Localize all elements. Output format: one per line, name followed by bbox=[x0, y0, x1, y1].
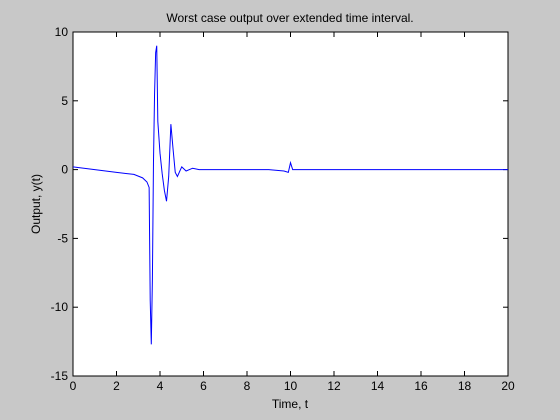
y-tick-label: 10 bbox=[55, 25, 69, 39]
x-tick-label: 16 bbox=[414, 379, 428, 393]
y-axis-label: Output, y(t) bbox=[29, 174, 43, 234]
x-tick-label: 0 bbox=[70, 379, 77, 393]
y-tick-label: 5 bbox=[61, 94, 68, 108]
x-tick-label: 12 bbox=[327, 379, 341, 393]
x-tick-label: 18 bbox=[458, 379, 472, 393]
x-tick-label: 10 bbox=[284, 379, 298, 393]
x-tick-label: 8 bbox=[244, 379, 251, 393]
y-tick-label: 0 bbox=[61, 163, 68, 177]
x-tick-label: 6 bbox=[200, 379, 207, 393]
x-axis: 0 2 4 6 8 10 12 14 16 18 20 bbox=[70, 32, 515, 393]
y-tick-label: -15 bbox=[51, 369, 69, 383]
x-tick-label: 20 bbox=[501, 379, 515, 393]
x-tick-label: 4 bbox=[157, 379, 164, 393]
x-tick-label: 14 bbox=[371, 379, 385, 393]
x-tick-label: 2 bbox=[113, 379, 120, 393]
plot-area bbox=[72, 31, 509, 377]
series-line bbox=[72, 45, 508, 345]
y-axis: 10 5 0 -5 -10 -15 bbox=[51, 25, 508, 383]
x-axis-label: Time, t bbox=[272, 397, 309, 411]
chart-title: Worst case output over extended time int… bbox=[166, 11, 413, 25]
y-tick-label: -10 bbox=[51, 300, 69, 314]
y-tick-label: -5 bbox=[57, 231, 68, 245]
